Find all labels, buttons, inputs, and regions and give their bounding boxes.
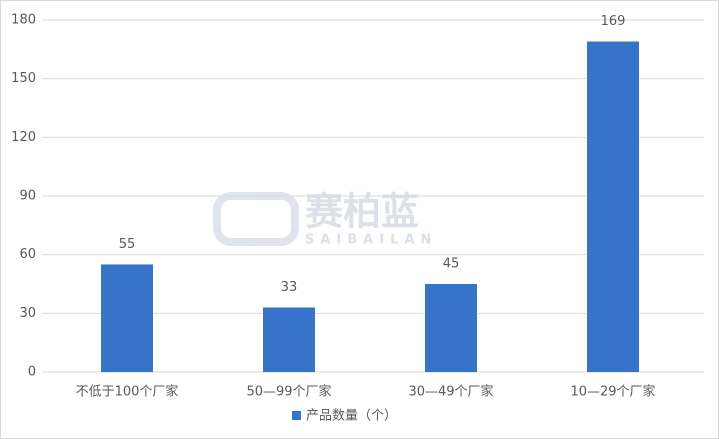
y-tick-label: 60 [19,247,36,262]
y-tick-label: 90 [19,189,36,204]
x-tick-label: 50—99个厂家 [246,384,331,400]
bar [263,307,315,372]
bar [587,41,639,373]
watermark-subtitle: SAIBAILAN [305,233,437,248]
legend-swatch [292,411,301,420]
bar [425,284,477,372]
data-label: 55 [119,237,136,252]
y-tick-label: 180 [11,13,36,28]
legend-label: 产品数量（个） [306,409,397,424]
x-tick-label: 30—49个厂家 [408,384,493,400]
bar [101,264,153,372]
data-label: 33 [281,280,298,295]
data-label: 169 [601,14,626,29]
x-tick-label: 10—29个厂家 [570,384,655,400]
y-tick-label: 0 [28,365,36,380]
x-tick-label: 不低于100个厂家 [76,384,179,400]
y-tick-label: 150 [11,71,36,86]
y-tick-label: 120 [11,130,36,145]
watermark-title: 赛柏蓝 [305,190,419,234]
y-tick-label: 30 [19,306,36,321]
data-label: 45 [443,257,460,272]
